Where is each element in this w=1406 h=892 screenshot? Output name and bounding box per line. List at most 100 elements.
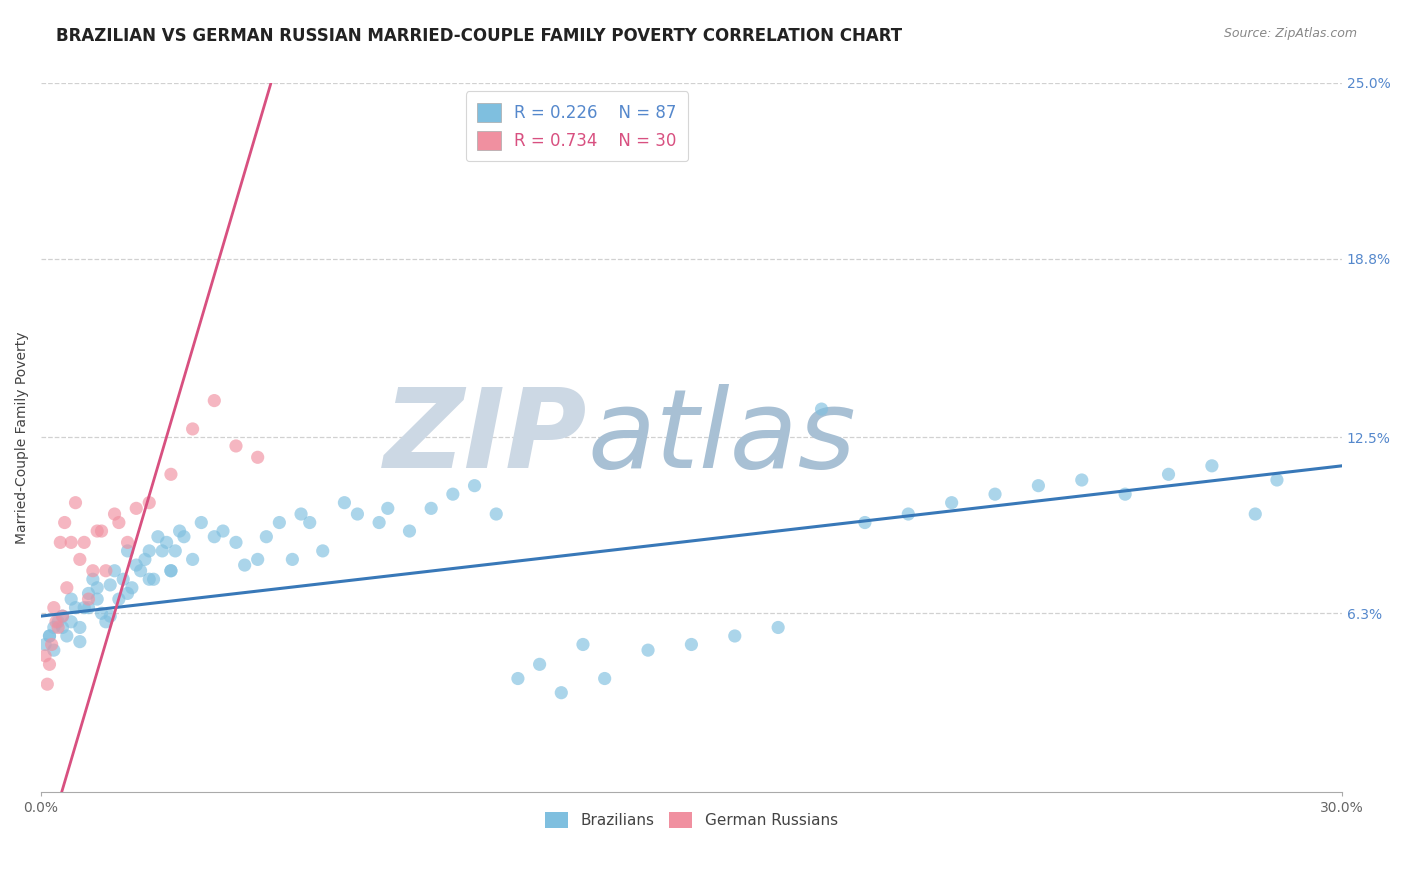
- Point: [108, 516, 131, 530]
- Point: [60, 615, 83, 629]
- Point: [73, 535, 96, 549]
- Point: [51, 620, 73, 634]
- Point: [46, 615, 69, 629]
- Point: [377, 501, 399, 516]
- Point: [368, 516, 391, 530]
- Point: [724, 629, 747, 643]
- Point: [529, 657, 551, 672]
- Point: [181, 422, 204, 436]
- Point: [150, 544, 173, 558]
- Point: [246, 552, 269, 566]
- Point: [984, 487, 1007, 501]
- Point: [34, 638, 56, 652]
- Point: [77, 600, 100, 615]
- Point: [37, 677, 59, 691]
- Point: [333, 496, 356, 510]
- Y-axis label: Married-Couple Family Poverty: Married-Couple Family Poverty: [15, 331, 30, 544]
- Point: [73, 600, 96, 615]
- Point: [225, 439, 247, 453]
- Point: [441, 487, 464, 501]
- Point: [65, 600, 87, 615]
- Point: [69, 620, 91, 634]
- Point: [125, 501, 148, 516]
- Point: [225, 535, 247, 549]
- Point: [346, 507, 368, 521]
- Point: [77, 592, 100, 607]
- Point: [897, 507, 920, 521]
- Text: Source: ZipAtlas.com: Source: ZipAtlas.com: [1223, 27, 1357, 40]
- Point: [160, 467, 183, 482]
- Point: [82, 572, 104, 586]
- Point: [56, 629, 79, 643]
- Legend: Brazilians, German Russians: Brazilians, German Russians: [538, 805, 844, 834]
- Point: [86, 524, 108, 538]
- Point: [108, 592, 131, 607]
- Point: [202, 393, 225, 408]
- Point: [1201, 458, 1223, 473]
- Point: [398, 524, 420, 538]
- Point: [45, 615, 67, 629]
- Point: [134, 552, 156, 566]
- Point: [138, 572, 160, 586]
- Point: [51, 609, 73, 624]
- Point: [42, 620, 65, 634]
- Point: [129, 564, 152, 578]
- Point: [160, 564, 183, 578]
- Point: [38, 629, 60, 643]
- Point: [117, 586, 139, 600]
- Point: [254, 530, 277, 544]
- Point: [51, 609, 73, 624]
- Point: [98, 578, 121, 592]
- Point: [53, 516, 76, 530]
- Point: [94, 615, 117, 629]
- Point: [34, 648, 56, 663]
- Point: [269, 516, 291, 530]
- Point: [117, 535, 139, 549]
- Point: [142, 572, 165, 586]
- Point: [77, 586, 100, 600]
- Point: [42, 600, 65, 615]
- Point: [766, 620, 789, 634]
- Point: [173, 530, 195, 544]
- Point: [90, 524, 112, 538]
- Point: [117, 544, 139, 558]
- Point: [42, 643, 65, 657]
- Point: [69, 552, 91, 566]
- Point: [38, 657, 60, 672]
- Text: BRAZILIAN VS GERMAN RUSSIAN MARRIED-COUPLE FAMILY POVERTY CORRELATION CHART: BRAZILIAN VS GERMAN RUSSIAN MARRIED-COUP…: [56, 27, 903, 45]
- Point: [165, 544, 187, 558]
- Point: [464, 478, 486, 492]
- Text: ZIP: ZIP: [384, 384, 588, 491]
- Point: [312, 544, 335, 558]
- Text: atlas: atlas: [588, 384, 856, 491]
- Point: [298, 516, 321, 530]
- Point: [49, 535, 72, 549]
- Point: [103, 564, 125, 578]
- Point: [90, 607, 112, 621]
- Point: [138, 496, 160, 510]
- Point: [38, 629, 60, 643]
- Point: [160, 564, 183, 578]
- Point: [169, 524, 191, 538]
- Point: [572, 638, 595, 652]
- Point: [41, 638, 63, 652]
- Point: [86, 592, 108, 607]
- Point: [420, 501, 443, 516]
- Point: [190, 516, 212, 530]
- Point: [941, 496, 963, 510]
- Point: [1157, 467, 1180, 482]
- Point: [86, 581, 108, 595]
- Point: [202, 530, 225, 544]
- Point: [810, 402, 832, 417]
- Point: [155, 535, 177, 549]
- Point: [98, 609, 121, 624]
- Point: [146, 530, 169, 544]
- Point: [485, 507, 508, 521]
- Point: [1114, 487, 1136, 501]
- Point: [138, 544, 160, 558]
- Point: [46, 620, 69, 634]
- Point: [112, 572, 135, 586]
- Point: [212, 524, 235, 538]
- Point: [82, 564, 104, 578]
- Point: [506, 672, 529, 686]
